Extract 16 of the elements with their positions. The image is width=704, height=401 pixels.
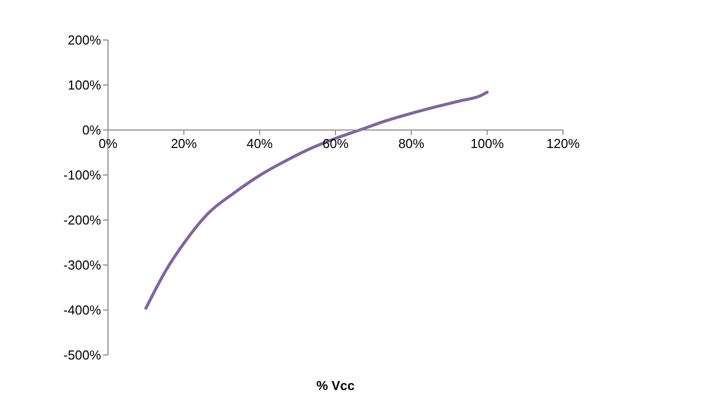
y-tick-label: -300% — [63, 258, 102, 273]
x-tick-label: 0% — [98, 136, 118, 151]
y-tick-label: 100% — [68, 78, 102, 93]
y-tick-label: -400% — [63, 302, 102, 318]
x-axis-title: % Vcc — [316, 378, 355, 393]
y-tick-label: -100% — [63, 168, 102, 183]
y-tick-label: 0% — [82, 122, 102, 138]
x-tick-label: 100% — [470, 136, 504, 151]
y-tick-label: -500% — [63, 348, 102, 363]
y-tick-label: -200% — [63, 212, 102, 228]
x-tick-label: 80% — [398, 136, 425, 151]
y-tick-label: 200% — [68, 32, 102, 48]
x-tick-label: 60% — [322, 136, 349, 151]
x-tick-label: 120% — [546, 136, 580, 151]
x-tick-label: 40% — [246, 136, 274, 151]
x-tick-label: 20% — [170, 136, 198, 151]
